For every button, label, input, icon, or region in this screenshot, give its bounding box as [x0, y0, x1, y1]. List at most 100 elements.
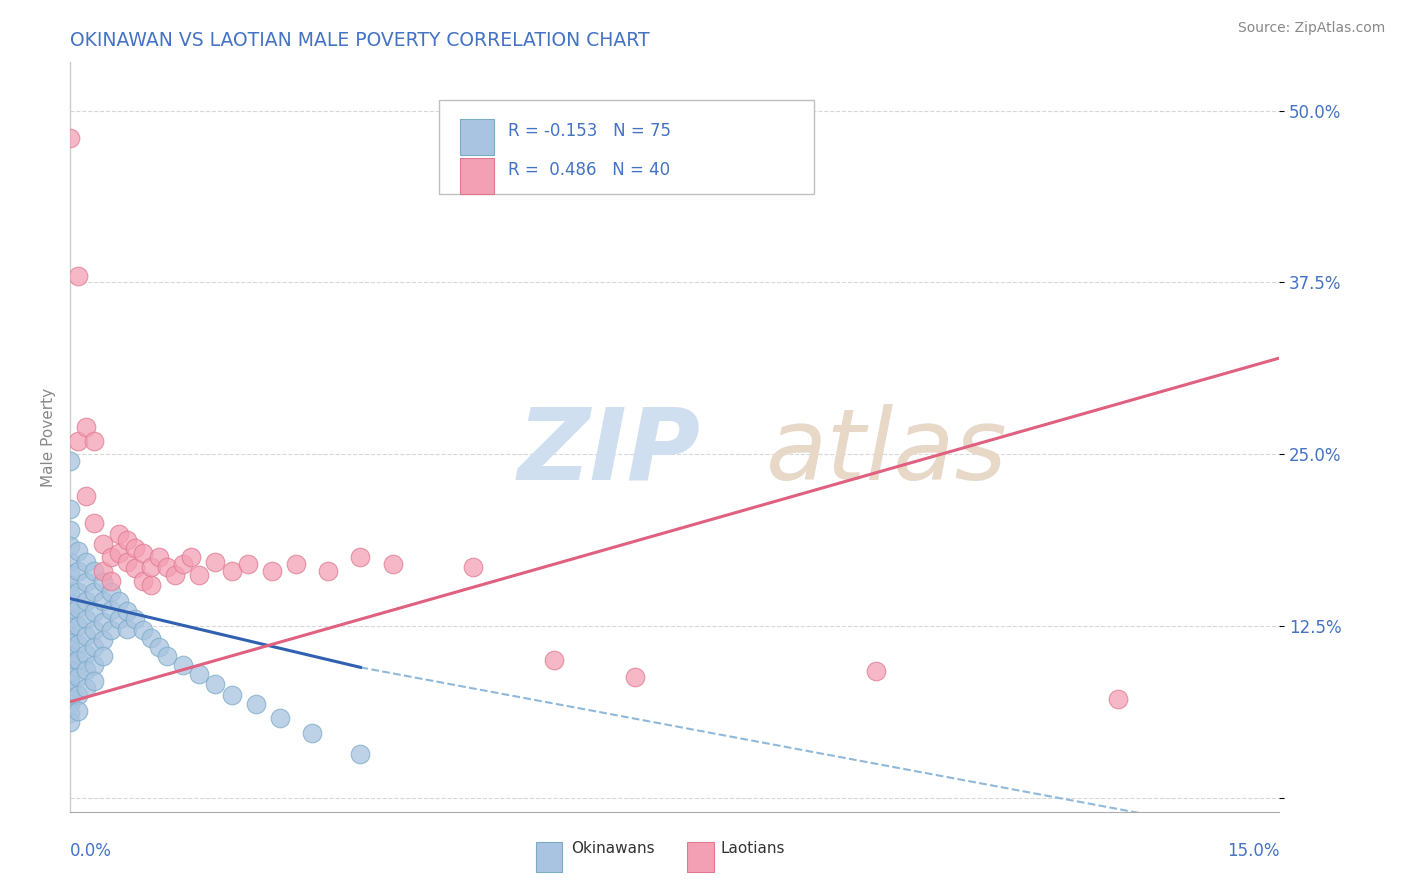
Point — [59, 566, 82, 581]
Point — [107, 594, 129, 608]
Point — [188, 568, 211, 582]
Point — [1107, 692, 1129, 706]
Point — [67, 637, 90, 651]
Point — [59, 657, 82, 671]
Point — [172, 657, 194, 672]
FancyBboxPatch shape — [688, 842, 714, 871]
Point — [67, 543, 90, 558]
Y-axis label: Male Poverty: Male Poverty — [41, 387, 56, 487]
Point — [124, 541, 146, 555]
Point — [59, 698, 82, 712]
Point — [59, 454, 82, 468]
Point — [59, 604, 82, 618]
Point — [75, 594, 97, 608]
Point — [59, 663, 82, 677]
Point — [59, 649, 82, 664]
Point — [91, 594, 114, 608]
Point — [349, 550, 371, 565]
Point — [67, 688, 90, 702]
Point — [124, 612, 146, 626]
Point — [165, 568, 187, 582]
Point — [67, 268, 90, 283]
Point — [91, 536, 114, 550]
Point — [100, 584, 122, 599]
Point — [107, 612, 129, 626]
Point — [59, 587, 82, 601]
Point — [59, 596, 82, 610]
Point — [59, 706, 82, 720]
Point — [115, 533, 138, 547]
Point — [107, 546, 129, 560]
Point — [381, 558, 404, 572]
Point — [260, 564, 283, 578]
Point — [59, 612, 82, 626]
Point — [83, 657, 105, 672]
Point — [83, 584, 105, 599]
Point — [67, 601, 90, 615]
Text: OKINAWAN VS LAOTIAN MALE POVERTY CORRELATION CHART: OKINAWAN VS LAOTIAN MALE POVERTY CORRELA… — [70, 30, 650, 50]
Point — [59, 620, 82, 634]
FancyBboxPatch shape — [460, 119, 494, 154]
Point — [59, 523, 82, 537]
Point — [543, 653, 565, 667]
Text: R =  0.486   N = 40: R = 0.486 N = 40 — [508, 161, 671, 178]
Point — [316, 564, 339, 578]
Point — [204, 554, 226, 568]
Point — [245, 698, 267, 712]
Point — [148, 640, 170, 654]
Point — [59, 670, 82, 684]
Point — [59, 677, 82, 691]
Point — [59, 635, 82, 649]
Point — [59, 540, 82, 554]
Point — [100, 550, 122, 565]
Point — [107, 527, 129, 541]
Point — [463, 560, 485, 574]
Point — [75, 629, 97, 643]
Point — [349, 747, 371, 761]
Text: 0.0%: 0.0% — [70, 842, 112, 860]
Text: Okinawans: Okinawans — [571, 841, 655, 856]
Point — [59, 715, 82, 730]
Point — [83, 624, 105, 638]
Text: ZIP: ZIP — [517, 403, 700, 500]
Point — [67, 564, 90, 578]
Text: Laotians: Laotians — [721, 841, 786, 856]
Point — [59, 578, 82, 592]
Point — [623, 670, 645, 684]
Point — [75, 489, 97, 503]
Point — [83, 434, 105, 448]
Point — [67, 434, 90, 448]
Point — [285, 558, 308, 572]
Point — [75, 681, 97, 695]
Point — [67, 704, 90, 718]
Point — [115, 604, 138, 618]
Point — [59, 683, 82, 698]
Point — [132, 624, 155, 638]
Point — [100, 574, 122, 588]
Point — [75, 575, 97, 590]
Text: 15.0%: 15.0% — [1227, 842, 1279, 860]
Point — [59, 690, 82, 705]
Point — [67, 584, 90, 599]
Point — [75, 663, 97, 677]
Point — [148, 550, 170, 565]
Point — [67, 653, 90, 667]
Point — [83, 640, 105, 654]
Point — [156, 649, 179, 664]
Point — [172, 558, 194, 572]
Text: atlas: atlas — [765, 403, 1007, 500]
Point — [59, 629, 82, 643]
FancyBboxPatch shape — [536, 842, 562, 871]
Point — [91, 575, 114, 590]
Point — [865, 665, 887, 679]
Point — [91, 564, 114, 578]
Point — [59, 554, 82, 568]
Point — [91, 649, 114, 664]
Text: R = -0.153   N = 75: R = -0.153 N = 75 — [508, 121, 671, 140]
Point — [180, 550, 202, 565]
Point — [221, 688, 243, 702]
Point — [139, 632, 162, 646]
Point — [83, 564, 105, 578]
Point — [269, 711, 291, 725]
Point — [75, 647, 97, 661]
